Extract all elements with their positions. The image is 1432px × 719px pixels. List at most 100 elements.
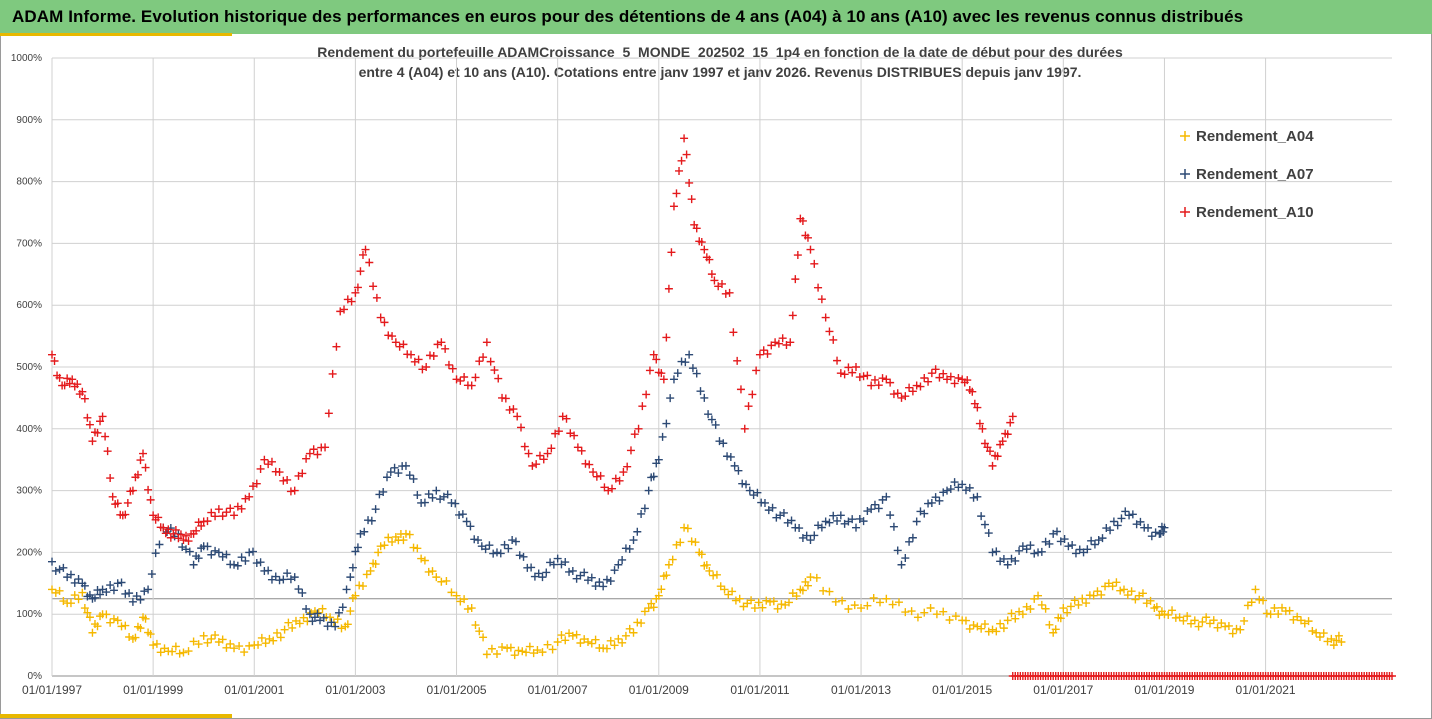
rendement-a10-point: [88, 437, 97, 446]
rendement-a10-point: [908, 387, 917, 396]
rendement-a10-point: [60, 381, 69, 390]
y-tick-label: 500%: [16, 362, 42, 373]
rendement-a10-point: [585, 460, 594, 469]
rendement-a04-point: [1251, 585, 1260, 594]
rendement-a04-point: [85, 613, 94, 622]
rendement-a07-point: [394, 469, 403, 478]
rendement-a04-point: [226, 639, 235, 648]
rendement-a07-point: [155, 540, 164, 549]
rendement-a10-point: [154, 513, 163, 522]
rendement-a04-point: [1329, 641, 1338, 650]
rendement-a10-point: [361, 245, 370, 254]
rendement-a04-point: [1082, 599, 1091, 608]
rendement-a07-point: [346, 573, 355, 582]
rendement-a10-point: [358, 250, 367, 259]
rendement-a10-point: [179, 536, 188, 545]
rendement-a04-point: [1312, 628, 1321, 637]
rendement-a10-point: [975, 419, 984, 428]
rendement-a04-point: [343, 620, 352, 629]
rendement-a07-point: [496, 549, 505, 558]
rendement-a04-point: [913, 613, 922, 622]
rendement-a07-point: [420, 498, 429, 507]
rendement-a07-point: [912, 517, 921, 526]
rendement-a10-point: [290, 486, 299, 495]
rendement-a07-point: [1106, 526, 1115, 535]
rendement-a07-point: [252, 559, 261, 568]
rendement-a07-point: [405, 471, 414, 480]
rendement-a04-point: [907, 607, 916, 616]
rendement-a04-point: [649, 603, 658, 612]
rendement-a04-point: [637, 619, 646, 628]
rendement-a07-point: [245, 548, 254, 557]
rendement-a04-point: [514, 646, 523, 655]
rendement-a10-point: [649, 350, 658, 359]
rendement-a10-point: [791, 275, 800, 284]
rendement-a10-point: [509, 405, 518, 414]
rendement-a07-point: [977, 512, 986, 521]
rendement-a10-point: [543, 449, 552, 458]
rendement-a04-point: [618, 638, 627, 647]
rendement-a04-point: [152, 639, 161, 648]
legend-label: Rendement_A04: [1196, 128, 1314, 145]
rendement-a10-point: [810, 259, 819, 268]
rendement-a07-point: [984, 529, 993, 538]
rendement-a04-point: [482, 650, 491, 659]
rendement-a07-point: [1098, 534, 1107, 543]
rendement-a07-point: [413, 491, 422, 500]
rendement-a04-point: [691, 538, 700, 547]
rendement-a10-point: [96, 417, 105, 426]
rendement-a04-point: [405, 530, 414, 539]
rendement-a07-point: [211, 546, 220, 555]
rendement-a10-point: [298, 469, 307, 478]
rendement-a04-point: [1164, 610, 1173, 619]
rendement-a10-point: [870, 375, 879, 384]
rendement-a04-point: [625, 624, 634, 633]
rendement-a07-point: [323, 622, 332, 631]
legend-marker: [1180, 207, 1190, 217]
rendement-a10-point: [993, 452, 1002, 461]
rendement-a10-point: [759, 346, 768, 355]
rendement-a07-point: [644, 486, 653, 495]
rendement-a04-point: [314, 608, 323, 617]
rendement-a10-point: [252, 479, 261, 488]
rendement-a04-point: [432, 573, 441, 582]
rendement-a04-point: [1037, 600, 1046, 609]
rendement-a10-point: [103, 447, 112, 456]
rendement-a10-point: [630, 430, 639, 439]
rendement-a04-point: [961, 616, 970, 625]
rendement-a04-point: [1097, 590, 1106, 599]
rendement-a07-point: [144, 585, 153, 594]
rendement-a04-point: [664, 560, 673, 569]
rendement-a10-point: [840, 370, 849, 379]
grid: [51, 57, 1392, 677]
rendement-a07-point: [610, 566, 619, 575]
rendement-a10-point: [825, 327, 834, 336]
rendement-a04-point: [460, 595, 469, 604]
rendement-a07-point: [1160, 523, 1169, 532]
rendement-a04-point: [850, 601, 859, 610]
rendement-a04-point: [467, 604, 476, 613]
rendement-a04-point: [683, 524, 692, 533]
rendement-a07-point: [519, 552, 528, 561]
rendement-a04-point: [1003, 616, 1012, 625]
rendement-a07-point: [719, 439, 728, 448]
rendement-a10-point: [471, 373, 480, 382]
rendement-a04-point: [548, 645, 557, 654]
rendement-a07-point: [1045, 539, 1054, 548]
rendement-a04-point: [1018, 610, 1027, 619]
rendement-a04-point: [750, 604, 759, 613]
rendement-a04-point: [351, 591, 360, 600]
rendement-a10-point: [207, 508, 216, 517]
rendement-a04-point: [888, 600, 897, 609]
rendement-a07-point: [561, 558, 570, 567]
rendement-a07-point: [723, 452, 732, 461]
rendement-a04-point: [1116, 586, 1125, 595]
rendement-a04-point: [1123, 591, 1132, 600]
rendement-a04-point: [992, 627, 1001, 636]
rendement-a04-point: [374, 548, 383, 557]
rendement-a10-point: [878, 374, 887, 383]
rendement-a04-point: [235, 642, 244, 651]
rendement-a10-point: [452, 375, 461, 384]
rendement-a04-point: [371, 560, 380, 569]
rendement-a07-point: [538, 573, 547, 582]
